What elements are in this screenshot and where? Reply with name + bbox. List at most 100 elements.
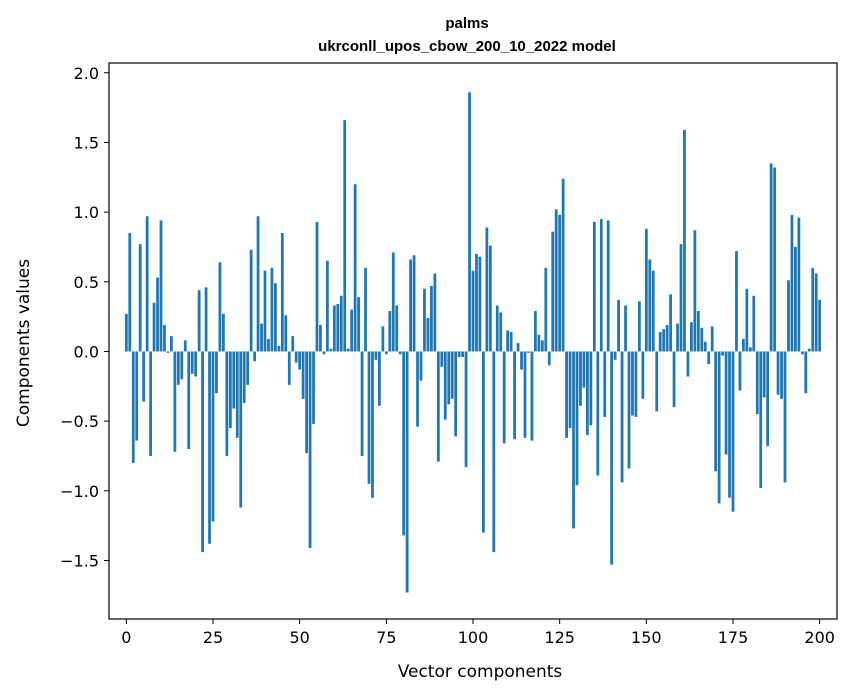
bar [170, 336, 173, 352]
bar [190, 351, 194, 374]
bar [374, 351, 378, 360]
bar [658, 331, 662, 352]
bar [124, 313, 128, 352]
bars-group [124, 92, 822, 593]
bar [329, 348, 333, 352]
bar [201, 351, 204, 553]
bar [409, 259, 412, 352]
bar [468, 92, 471, 352]
bar [488, 245, 492, 352]
bar [194, 351, 198, 377]
bar [395, 305, 399, 352]
bar [644, 228, 648, 352]
bar [780, 351, 783, 399]
bar [703, 341, 707, 352]
y-tick-label: −0.5 [60, 412, 99, 431]
bar [430, 285, 433, 352]
bar [145, 216, 149, 352]
bar [728, 351, 731, 498]
bar [426, 318, 430, 352]
y-axis-ticks: −1.5 −1.0 −0.5 0.0 0.5 1.0 1.5 2.0 [60, 64, 109, 570]
bar [280, 233, 284, 352]
bar [319, 324, 322, 352]
bar [381, 326, 385, 352]
bar [222, 313, 225, 352]
bar [260, 323, 263, 352]
bar [665, 324, 669, 352]
bar [520, 351, 523, 370]
bar [655, 351, 659, 412]
bar [558, 214, 562, 352]
y-tick-label: −1.0 [60, 482, 99, 501]
y-tick-label: −1.5 [60, 551, 99, 570]
x-tick-label: 100 [458, 628, 489, 647]
bar [811, 267, 815, 352]
bar [631, 351, 634, 416]
bar [436, 351, 440, 462]
bar [676, 323, 679, 352]
bar [294, 351, 298, 363]
bar [412, 255, 416, 352]
bar [274, 283, 277, 352]
bar [447, 351, 451, 405]
bar [336, 304, 340, 352]
bar [433, 273, 437, 352]
bar [787, 280, 790, 352]
bar [138, 244, 142, 352]
bar [357, 297, 360, 352]
x-tick-label: 175 [718, 628, 749, 647]
chart-subtitle: ukrconll_upos_cbow_200_10_2022 model [318, 38, 616, 55]
bar [513, 351, 516, 440]
bar [620, 351, 624, 483]
bar [391, 252, 395, 352]
bar [163, 324, 166, 352]
bar [197, 290, 201, 352]
bar [516, 343, 520, 352]
bar [807, 348, 811, 352]
bar [215, 351, 218, 394]
x-tick-label: 75 [376, 628, 396, 647]
bar [398, 351, 402, 355]
bar [769, 163, 773, 352]
bar [450, 351, 454, 399]
bar [211, 351, 215, 522]
bar [360, 351, 364, 456]
bar [794, 246, 797, 352]
bar [714, 351, 718, 472]
bar [471, 270, 475, 352]
y-tick-label: 1.5 [74, 133, 99, 152]
bar [440, 351, 444, 367]
bar [797, 217, 801, 352]
bar [291, 336, 295, 352]
y-tick-label: 2.0 [74, 64, 99, 83]
x-axis-label: Vector components [398, 662, 563, 682]
y-axis-label: Components values [14, 259, 34, 427]
bar [239, 351, 243, 508]
bar [773, 167, 776, 352]
bar [308, 351, 312, 548]
bar [551, 231, 555, 352]
bar [131, 351, 135, 463]
bar [814, 273, 818, 352]
bar [561, 178, 565, 352]
bar [298, 351, 302, 370]
bar [672, 351, 676, 408]
bar [651, 270, 655, 352]
bar [284, 315, 288, 352]
bar [648, 259, 652, 352]
bar [301, 351, 305, 399]
bar [634, 351, 638, 417]
bar [253, 351, 256, 362]
x-tick-label: 200 [804, 628, 835, 647]
bar [759, 351, 763, 489]
bar [603, 351, 607, 417]
bar [766, 351, 770, 447]
bar [540, 340, 544, 352]
bar [606, 220, 610, 352]
bar [710, 326, 714, 352]
bar [686, 351, 690, 377]
bar [683, 129, 686, 352]
bar [287, 351, 291, 385]
bar [485, 227, 489, 352]
